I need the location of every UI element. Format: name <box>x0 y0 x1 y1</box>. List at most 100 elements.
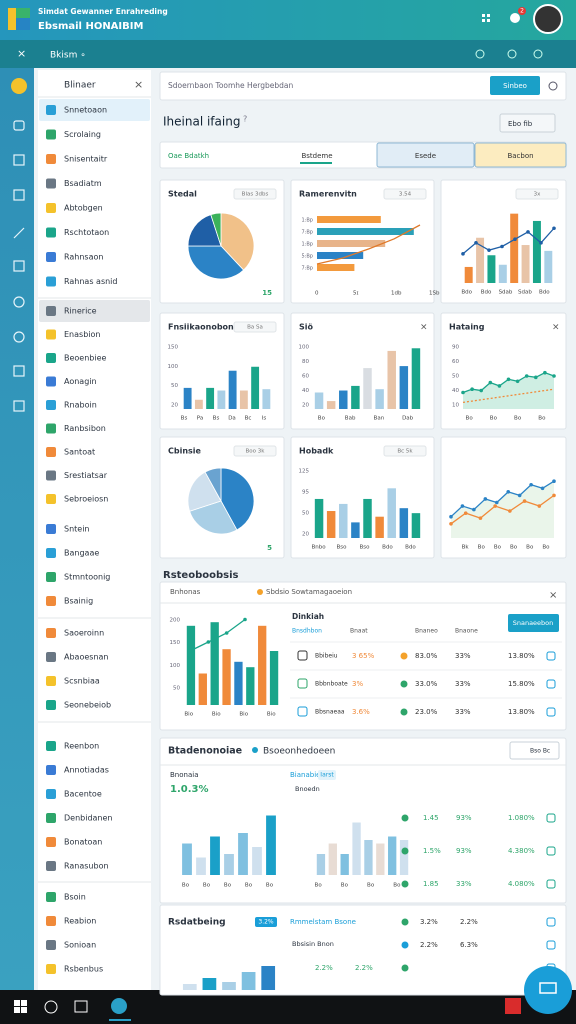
start-icon[interactable] <box>14 1000 20 1006</box>
app-icon[interactable] <box>111 998 127 1014</box>
sidebar-item[interactable]: Reenbon <box>64 742 99 751</box>
bar <box>182 843 192 875</box>
table-cell: 33% <box>456 880 472 888</box>
sidebar-item[interactable]: Reabion <box>64 917 96 926</box>
avatar[interactable] <box>533 4 563 34</box>
tab-highlight[interactable] <box>474 142 567 168</box>
sidebar-item[interactable]: Seonebeiob <box>64 701 111 710</box>
x-tick-label: Bo <box>490 416 498 422</box>
rail-icon[interactable] <box>11 78 27 94</box>
rail-icon[interactable] <box>13 227 25 239</box>
table-cell: 2.2% <box>315 964 333 972</box>
rail-icon[interactable] <box>13 189 25 201</box>
tray-icon[interactable] <box>505 998 521 1014</box>
bar <box>411 348 421 409</box>
settings-icon[interactable] <box>507 49 517 59</box>
row-action[interactable] <box>546 679 556 689</box>
sidebar-item[interactable]: Aonagin <box>64 377 97 386</box>
sidebar-item[interactable]: Srestiatsar <box>64 471 108 480</box>
rail-icon[interactable] <box>13 296 25 308</box>
y-tick-label: 40 <box>452 388 459 394</box>
sidebar-item[interactable]: Scsnbiaa <box>64 677 100 686</box>
sidebar-item[interactable]: Sebroeiosn <box>64 495 108 504</box>
sidebar-item[interactable]: Ranbsibon <box>64 424 106 433</box>
bar <box>326 401 336 409</box>
bar <box>251 366 260 409</box>
taskview-icon[interactable] <box>74 1000 88 1013</box>
point <box>243 617 247 622</box>
notification-icon[interactable] <box>510 13 520 23</box>
filter-button[interactable] <box>499 113 556 133</box>
sidebar-item[interactable]: Rnaboin <box>64 401 97 410</box>
bar <box>363 498 372 538</box>
sidebar-item[interactable]: Rschtotaon <box>64 228 109 237</box>
sidebar-item[interactable]: Sntein <box>64 525 90 534</box>
row-action[interactable] <box>546 940 556 950</box>
close-icon[interactable]: × <box>549 590 557 601</box>
tab-label[interactable]: Bacbon <box>507 152 533 160</box>
row-action[interactable] <box>546 813 556 823</box>
chat-icon[interactable] <box>475 49 485 59</box>
pie-slice <box>187 214 222 247</box>
fab-button[interactable] <box>524 966 572 1014</box>
tab-active[interactable] <box>376 142 475 168</box>
rail-icon[interactable] <box>13 154 25 166</box>
table-cell: 2.2% <box>355 964 373 972</box>
panel-tab[interactable]: Bnhonas <box>170 588 201 596</box>
sidebar-item[interactable]: Rahnsaon <box>64 253 103 262</box>
sidebar-item[interactable]: Santoat <box>64 448 95 457</box>
close-icon[interactable]: × <box>420 323 428 333</box>
point <box>461 252 465 256</box>
sidebar-item[interactable]: Abaoesnan <box>64 653 108 662</box>
tab-label[interactable]: Esede <box>415 152 436 160</box>
row-action[interactable] <box>546 879 556 889</box>
sidebar-item[interactable]: Ranasubon <box>64 862 109 871</box>
tab-label[interactable]: Bstdeme <box>301 152 332 160</box>
sidebar-item[interactable]: Abtobgen <box>64 204 103 213</box>
pie-slice <box>189 500 238 535</box>
info-icon[interactable] <box>533 49 543 59</box>
sidebar-item[interactable]: Annotiadas <box>64 766 109 775</box>
sidebar-item[interactable]: Bacentoe <box>64 790 102 799</box>
sidebar-item[interactable]: Snnetoaon <box>64 106 107 115</box>
row-action[interactable] <box>546 651 556 661</box>
rail-icon[interactable] <box>13 331 25 343</box>
sidebar-item[interactable]: Denbidanen <box>64 814 113 823</box>
sidebar-item[interactable]: Sonioan <box>64 941 96 950</box>
filter-button[interactable] <box>509 741 560 760</box>
sidebar-item[interactable]: Bsadiatm <box>64 179 102 188</box>
sidebar-item[interactable]: Bsainig <box>64 597 93 606</box>
sidebar-item[interactable]: Beoenbiee <box>64 354 107 363</box>
sidebar-item[interactable]: Stmntoonig <box>64 573 110 582</box>
sidebar-item[interactable]: Rahnas asnid <box>64 277 117 286</box>
sidebar-item[interactable]: Saoeroinn <box>64 629 104 638</box>
point <box>506 490 511 494</box>
point <box>188 649 192 653</box>
rail-icon[interactable] <box>13 260 25 272</box>
rail-icon[interactable] <box>13 120 25 131</box>
search-button[interactable] <box>490 76 540 95</box>
sidebar-item[interactable]: Scrolaing <box>64 130 101 139</box>
refresh-icon[interactable] <box>548 81 558 91</box>
sidebar-item[interactable]: Enasbion <box>64 330 100 339</box>
sidebar-item[interactable]: Bsoin <box>64 893 86 902</box>
tab-label[interactable]: Oae Bdatkh <box>168 152 209 160</box>
table-button[interactable] <box>508 614 559 632</box>
sidebar-item[interactable]: Rsbenbus <box>64 965 103 974</box>
sidebar-item[interactable]: Snisentaitr <box>64 155 108 164</box>
sidebar-item[interactable]: Bangaae <box>64 549 99 558</box>
rail-icon[interactable] <box>13 400 25 412</box>
search-icon[interactable] <box>44 1000 58 1014</box>
point <box>552 226 556 231</box>
row-action[interactable] <box>546 917 556 927</box>
bar <box>487 255 496 283</box>
close-icon[interactable]: × <box>552 323 560 333</box>
sidebar-item[interactable]: Bonatoan <box>64 838 102 847</box>
close-icon[interactable]: × <box>17 47 26 60</box>
rail-icon[interactable] <box>13 365 25 377</box>
grid-icon[interactable] <box>482 14 490 22</box>
row-action[interactable] <box>546 707 556 717</box>
sidebar-item[interactable]: Rinerice <box>64 307 97 316</box>
row-action[interactable] <box>546 846 556 856</box>
close-icon[interactable]: × <box>134 78 143 91</box>
